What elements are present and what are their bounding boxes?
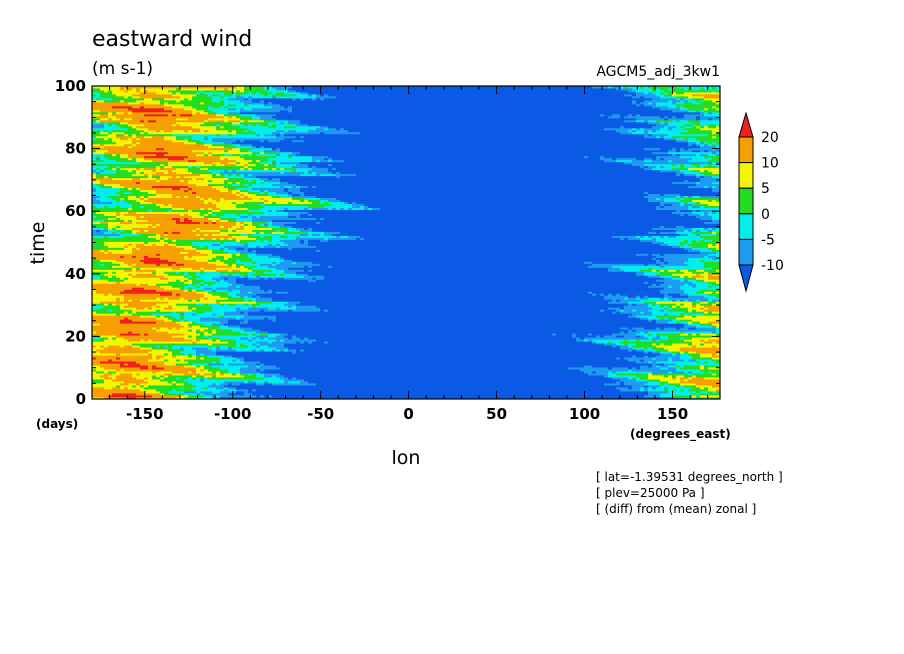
x-axis-label: lon <box>392 447 421 469</box>
annotation-diff-note: [ (diff) from (mean) zonal ] <box>596 502 756 516</box>
colorbar-extend-bottom <box>738 264 754 293</box>
colorbar-label: 20 <box>761 130 779 146</box>
colorbar-label: -5 <box>761 232 775 248</box>
run-label: AGCM5_adj_3kw1 <box>596 64 720 80</box>
colorbar-label: 0 <box>761 207 770 223</box>
colorbar-box <box>738 213 754 240</box>
colorbar-extend-top <box>738 111 754 138</box>
colorbar-box <box>738 238 754 266</box>
x-tick-label: -150 <box>126 405 164 423</box>
x-tick-label: 100 <box>569 405 600 423</box>
y-tick-label: 60 <box>65 202 86 220</box>
units-label: (m s-1) <box>92 59 153 79</box>
colorbar-box <box>738 162 754 189</box>
x-unit-label: (degrees_east) <box>630 427 731 442</box>
y-tick-label: 0 <box>76 390 86 408</box>
y-tick-label: 80 <box>65 140 86 158</box>
y-tick-label: 20 <box>65 327 86 345</box>
colorbar-label: 10 <box>761 156 779 172</box>
heatmap-field <box>92 86 721 400</box>
y-tick-label: 100 <box>55 77 86 95</box>
x-tick-label: 150 <box>657 405 688 423</box>
colorbar: 20 10 5 0 -5 -10 <box>738 111 784 293</box>
colorbar-label: 5 <box>761 181 770 197</box>
x-tick-label: 0 <box>403 405 413 423</box>
x-tick-label: 50 <box>486 405 507 423</box>
y-unit-label: (days) <box>36 417 78 431</box>
x-axis-ticks: -150 -100 -50 0 50 100 150 <box>109 86 709 423</box>
annotation-latitude: [ lat=-1.39531 degrees_north ] <box>596 470 783 484</box>
x-tick-label: -50 <box>307 405 334 423</box>
y-axis-ticks: 0 20 40 60 80 100 <box>55 77 720 408</box>
colorbar-box <box>738 136 754 164</box>
annotation-pressure-level: [ plev=25000 Pa ] <box>596 486 705 500</box>
y-tick-label: 40 <box>65 265 86 283</box>
chart-title: eastward wind <box>92 27 252 52</box>
y-axis-label: time <box>27 222 49 265</box>
colorbar-label: -10 <box>761 258 784 274</box>
colorbar-box <box>738 187 754 215</box>
x-tick-label: -100 <box>214 405 252 423</box>
